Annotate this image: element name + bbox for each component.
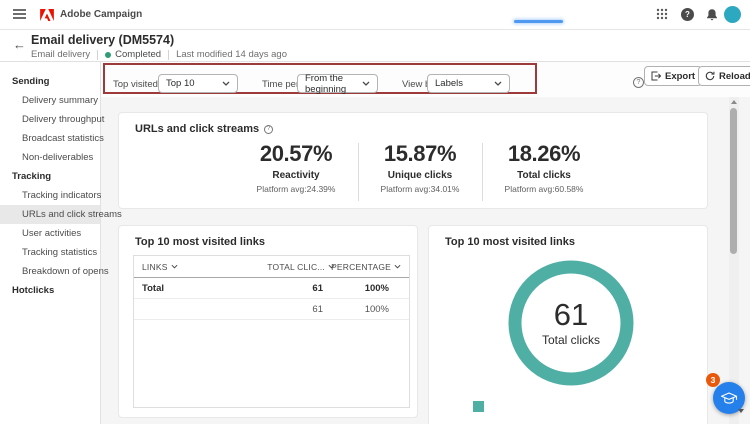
metrics-card-title: URLs and click streams ? xyxy=(135,123,274,135)
view-by-dropdown[interactable]: Labels xyxy=(427,74,510,93)
page-header: ← Email delivery (DM5574) Email delivery… xyxy=(0,30,750,88)
scrollbar-thumb[interactable] xyxy=(730,108,737,254)
blue-underline-mark xyxy=(514,20,563,23)
sidebar-section-tracking: Tracking xyxy=(12,171,52,182)
table-card-title: Top 10 most visited links xyxy=(135,236,265,248)
column-header-links[interactable]: LINKS xyxy=(142,262,259,272)
donut-ring xyxy=(508,260,634,386)
legend-swatch xyxy=(473,401,484,412)
sidebar-item-non-deliverables[interactable]: Non-deliverables xyxy=(22,152,94,163)
sidebar-item-delivery-throughput[interactable]: Delivery throughput xyxy=(22,114,105,125)
status-dot-icon xyxy=(105,51,112,58)
scrollbar-track[interactable] xyxy=(729,97,739,424)
sort-chevron-icon xyxy=(328,264,335,269)
notifications-bell-icon[interactable] xyxy=(706,8,718,21)
main-content: URLs and click streams ? 20.57% Reactivi… xyxy=(101,97,750,424)
scrollbar-up-arrow[interactable] xyxy=(731,100,737,104)
chart-card-title: Top 10 most visited links xyxy=(445,236,575,248)
divider xyxy=(357,143,359,201)
total-clicks-value: 61 xyxy=(553,297,589,332)
sidebar-item-breakdown-of-opens[interactable]: Breakdown of opens xyxy=(22,266,109,277)
page-title: Email delivery (DM5574) xyxy=(31,33,175,47)
refresh-icon xyxy=(705,71,715,81)
filter-label-top-visited-links: Top visited links xyxy=(113,79,180,90)
sidebar: Sending Delivery summary Delivery throug… xyxy=(0,62,122,424)
links-table: LINKS TOTAL CLIC... PERCENTAGE Total 61 xyxy=(133,255,410,408)
info-icon[interactable]: ? xyxy=(264,124,274,134)
notification-badge: 3 xyxy=(706,373,720,387)
metric-reactivity: 20.57% Reactivity Platform avg:24.39% xyxy=(256,141,336,194)
chevron-down-icon xyxy=(362,81,370,86)
graduation-cap-icon xyxy=(720,391,738,404)
divider xyxy=(481,143,483,201)
guided-learning-fab[interactable] xyxy=(713,382,745,414)
reload-button[interactable]: Reload xyxy=(698,66,750,86)
sidebar-item-broadcast-statistics[interactable]: Broadcast statistics xyxy=(22,133,104,144)
metrics-card: URLs and click streams ? 20.57% Reactivi… xyxy=(118,112,708,209)
breadcrumb: Email delivery xyxy=(31,49,91,60)
metric-total-clicks: 18.26% Total clicks Platform avg:60.58% xyxy=(504,141,584,194)
sidebar-section-sending: Sending xyxy=(12,76,50,87)
sidebar-item-user-activities[interactable]: User activities xyxy=(22,228,82,239)
column-header-percentage[interactable]: PERCENTAGE xyxy=(331,262,401,272)
topbar: Adobe Campaign ? xyxy=(0,0,750,30)
export-button[interactable]: Export xyxy=(644,66,703,86)
metrics-row: 20.57% Reactivity Platform avg:24.39% 15… xyxy=(133,141,707,201)
metric-unique-clicks: 15.87% Unique clicks Platform avg:34.01% xyxy=(380,141,460,194)
back-arrow-icon[interactable]: ← xyxy=(13,37,26,52)
table-header-row: LINKS TOTAL CLIC... PERCENTAGE xyxy=(134,256,409,278)
top-links-table-card: Top 10 most visited links LINKS TOTAL CL… xyxy=(118,225,418,418)
chevron-down-icon xyxy=(494,81,502,86)
fab-collapse-arrow[interactable] xyxy=(738,409,744,413)
time-period-dropdown[interactable]: From the beginning xyxy=(297,73,378,95)
app-name: Adobe Campaign xyxy=(60,9,143,20)
total-clicks-label: Total clicks xyxy=(541,333,600,347)
help-icon[interactable]: ? xyxy=(681,8,694,21)
column-header-total-clicks[interactable]: TOTAL CLIC... xyxy=(259,262,335,272)
user-avatar[interactable] xyxy=(724,6,741,23)
chevron-down-icon xyxy=(222,81,230,86)
top-visited-links-dropdown[interactable]: Top 10 xyxy=(158,74,238,93)
export-icon xyxy=(651,71,661,81)
page-meta: Email delivery Completed Last modified 1… xyxy=(31,49,287,60)
sidebar-item-tracking-statistics[interactable]: Tracking statistics xyxy=(22,247,98,258)
divider xyxy=(168,49,170,60)
annotation-highlight-box xyxy=(103,63,537,94)
hamburger-menu-icon[interactable] xyxy=(13,9,26,21)
filter-label-time-period: Time period xyxy=(262,79,312,90)
table-row: Total 61 100% xyxy=(134,278,409,299)
filter-label-view-by: View by xyxy=(402,79,436,90)
app-grid-icon[interactable] xyxy=(656,8,668,20)
sort-chevron-icon xyxy=(171,264,178,269)
donut-chart: 61 Total clicks xyxy=(506,258,636,388)
status-badge: Completed xyxy=(105,49,161,60)
last-modified: Last modified 14 days ago xyxy=(176,49,287,60)
adobe-logo-icon xyxy=(40,8,54,26)
sidebar-section-hotclicks: Hotclicks xyxy=(12,285,55,296)
divider xyxy=(97,49,99,60)
sidebar-item-delivery-summary[interactable]: Delivery summary xyxy=(22,95,99,106)
donut-center-text: 61 Total clicks xyxy=(506,258,636,388)
info-icon[interactable]: ? xyxy=(633,71,644,89)
table-row: 61 100% xyxy=(134,299,409,320)
sidebar-item-urls-and-click-streams[interactable]: URLs and click streams xyxy=(0,205,122,224)
sidebar-item-tracking-indicators[interactable]: Tracking indicators xyxy=(22,190,102,201)
top-links-chart-card: Top 10 most visited links 61 Total click… xyxy=(428,225,708,424)
sort-chevron-icon xyxy=(394,264,401,269)
